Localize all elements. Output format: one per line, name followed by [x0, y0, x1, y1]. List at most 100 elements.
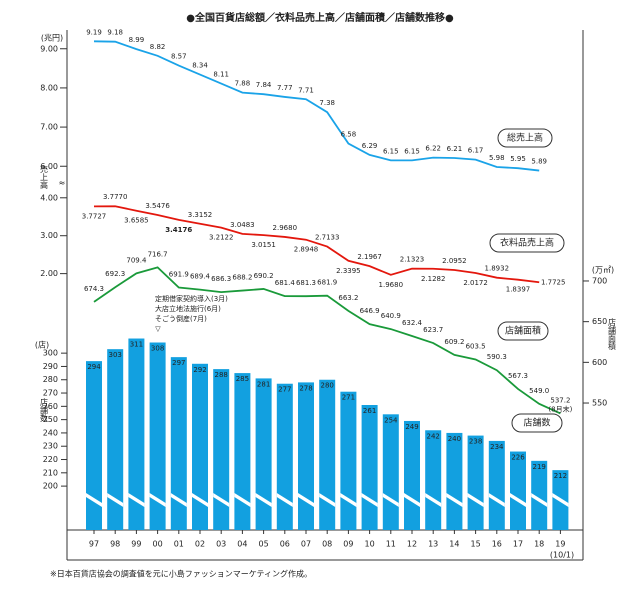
annotation: ▽	[155, 325, 161, 333]
value-label: 7.77	[277, 84, 293, 92]
bar-label: 234	[490, 443, 504, 451]
bar-label: 240	[448, 435, 461, 443]
value-label: 623.7	[423, 326, 443, 334]
bar-break	[319, 493, 336, 507]
bar	[446, 432, 463, 530]
value-label: 2.1323	[400, 256, 425, 264]
value-label: 681.9	[317, 279, 337, 287]
value-label: 2.9680	[273, 224, 298, 232]
bar-break	[488, 493, 505, 507]
bar-label: 261	[363, 407, 376, 415]
x-tick-label: 19	[555, 540, 565, 549]
value-label: 6.29	[362, 142, 378, 150]
bar	[149, 342, 166, 530]
value-label: 6.58	[341, 131, 357, 139]
value-label: 674.3	[84, 285, 104, 293]
y-tick-label: 8.00	[40, 83, 58, 92]
y2-label: 店舗面積	[608, 317, 617, 351]
y2-unit: (万㎡)	[592, 266, 614, 275]
y-tick-label: 7.00	[40, 123, 58, 132]
axis-break: ≈	[59, 179, 66, 188]
value-label: 691.9	[169, 271, 189, 279]
value-note: (8月末)	[548, 404, 572, 413]
bar	[319, 379, 336, 530]
value-label: 9.18	[107, 29, 123, 37]
value-label: 3.5476	[145, 202, 170, 210]
series-label-box	[497, 321, 549, 341]
x-tick-label: 08	[322, 540, 332, 549]
x-tick-label: 15	[471, 540, 481, 549]
value-label: 681.3	[296, 279, 316, 287]
value-label: 7.38	[319, 99, 335, 107]
bar-break	[404, 493, 420, 507]
value-label: 663.2	[338, 294, 358, 302]
x-tick-label: 98	[110, 540, 120, 549]
value-label: 3.0483	[230, 221, 255, 229]
bar-break	[192, 493, 208, 507]
series-label-box	[497, 128, 553, 148]
value-label: 549.0	[529, 387, 549, 395]
value-label: 3.3152	[188, 211, 213, 219]
bar-label: 285	[236, 375, 249, 383]
value-label: 2.1282	[421, 275, 446, 283]
bar-label: 292	[193, 366, 206, 374]
line	[93, 205, 540, 284]
bar-label: 271	[342, 394, 355, 402]
bar-break	[255, 493, 272, 507]
value-label: 6.15	[404, 147, 420, 155]
y3-tick-label: 240	[43, 428, 58, 437]
bar-label: 278	[299, 384, 312, 392]
bar-break	[340, 493, 357, 507]
value-label: 6.15	[383, 147, 399, 155]
value-label: 3.7770	[103, 193, 128, 201]
x-tick-label: 18	[534, 540, 544, 549]
x-tick-label: 11	[386, 540, 396, 549]
value-label: 1.8932	[485, 265, 510, 273]
value-label: 3.2122	[209, 234, 234, 242]
y3-unit: (店)	[35, 340, 49, 350]
y3-tick-label: 260	[43, 402, 58, 411]
value-label: 8.57	[171, 53, 187, 61]
value-label: 692.3	[105, 270, 125, 278]
value-label: 2.0952	[442, 257, 467, 265]
bar-label: 288	[215, 371, 228, 379]
y3-tick-label: 230	[43, 442, 58, 451]
value-label: 716.7	[148, 250, 168, 258]
series-label: 店舗面積	[505, 325, 541, 337]
bar-break	[531, 493, 548, 507]
value-label: 689.4	[190, 273, 211, 281]
value-label: 688.2	[232, 274, 252, 282]
chart-title: ●全国百貨店総額／衣料品売上高／店舗面積／店舗数推移●	[186, 11, 454, 24]
value-label: 1.8397	[506, 286, 531, 294]
bar	[382, 414, 399, 530]
bar-break	[170, 493, 187, 507]
bar-break	[298, 493, 314, 507]
value-label: 3.7727	[82, 212, 107, 220]
value-label: 7.88	[235, 80, 251, 88]
value-label: 609.2	[444, 338, 464, 346]
value-label: 2.0172	[463, 279, 488, 287]
bar	[531, 460, 548, 530]
value-label: 8.11	[213, 71, 229, 79]
y3-tick-label: 220	[43, 455, 58, 464]
bar-label: 277	[278, 386, 291, 394]
series-label: 総売上高	[507, 132, 543, 144]
line	[93, 40, 540, 172]
annotation: 大店立地法施行(6月)	[155, 304, 221, 313]
y3-tick-label: 210	[43, 468, 58, 477]
series-label-box	[489, 233, 565, 253]
bar	[298, 382, 314, 530]
value-label: 7.84	[256, 81, 272, 89]
x-tick-label: 12	[407, 540, 417, 549]
x-tick-label: 16	[492, 540, 502, 549]
bar	[488, 440, 505, 530]
value-label: 603.5	[466, 342, 486, 350]
value-label: 2.8948	[294, 246, 319, 254]
value-label: 2.7133	[315, 234, 340, 242]
value-label: 590.3	[487, 353, 507, 361]
value-label: 537.2	[550, 396, 570, 404]
bar-label: 281	[257, 380, 270, 388]
x-tick-label: 05	[259, 540, 269, 549]
bar	[340, 391, 357, 530]
x-tick-label: 01	[174, 540, 184, 549]
